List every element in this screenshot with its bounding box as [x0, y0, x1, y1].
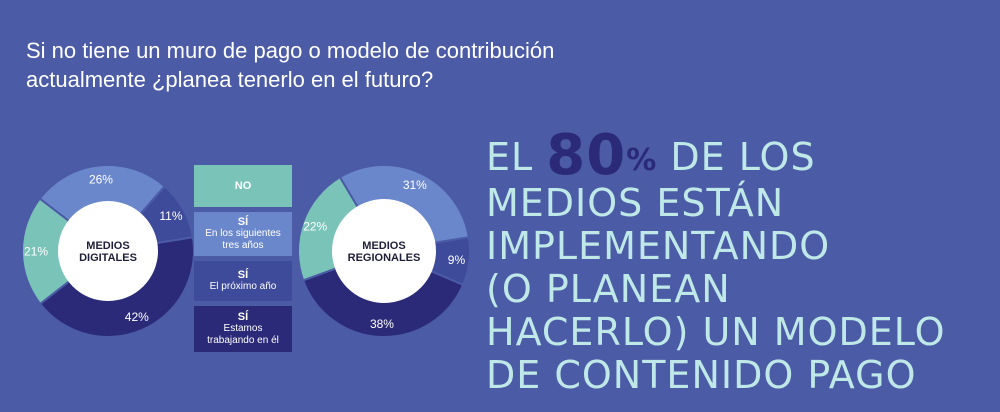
headline-pre: EL: [486, 135, 534, 179]
headline-line-1: EL 80% DE LOS: [486, 128, 996, 184]
legend-item-sub: trabajando en él: [207, 335, 279, 346]
slice-label: 38%: [370, 317, 394, 331]
legend-item-sub: Estamos: [223, 323, 263, 334]
slice-label: 9%: [448, 253, 466, 267]
donut-center-label: DIGITALES: [79, 252, 137, 264]
slice-label: 22%: [303, 220, 327, 234]
question-line-2: actualmente ¿planea tenerlo en el futuro…: [26, 67, 434, 92]
headline-line-5: HACERLO) UN MODELO: [486, 310, 946, 354]
legend-item-si-proximo-ano: SÍ El próximo año: [194, 261, 292, 301]
headline-number: 80: [546, 123, 627, 188]
slice-label: 21%: [24, 244, 48, 258]
slice-label: 31%: [403, 178, 427, 192]
slice-label: 42%: [125, 310, 149, 324]
legend-item-sub: En los siguientes: [205, 228, 281, 239]
headline-line-4: (O PLANEAN: [486, 267, 731, 311]
legend-item-head: SÍ: [237, 269, 249, 281]
headline-line-3: IMPLEMENTANDO: [486, 224, 831, 268]
legend-item-sub: tres años: [222, 240, 264, 251]
donut-center-label: MEDIOS: [362, 240, 405, 252]
headline-line-2: MEDIOS ESTÁN: [486, 181, 785, 225]
headline-percent: %: [626, 143, 658, 178]
donut-center-label: MEDIOS: [86, 240, 129, 252]
headline-highlight-number: 80%: [546, 123, 657, 188]
legend-item-no: NO: [194, 165, 292, 207]
donut-center-label: REGIONALES: [348, 252, 421, 264]
legend-item-head: SÍ: [237, 311, 249, 323]
legend-item-si-tres-anos: SÍ En los siguientes tres años: [194, 212, 292, 256]
legend-item-sub: El próximo año: [209, 281, 277, 292]
headline-line-6: DE CONTENIDO PAGO: [486, 353, 917, 397]
slice-label: 11%: [159, 209, 182, 223]
donut-center: [332, 199, 436, 303]
donut-center: [58, 201, 158, 301]
legend-item-head: NO: [234, 180, 252, 192]
headline-line1-rest: DE LOS: [670, 135, 816, 179]
legend-item-si-trabajando: SÍ Estamos trabajando en él: [194, 306, 292, 352]
headline: EL 80% DE LOS MEDIOS ESTÁN IMPLEMENTANDO…: [486, 128, 996, 397]
question-text: Si no tiene un muro de pago o modelo de …: [26, 36, 726, 94]
question-line-1: Si no tiene un muro de pago o modelo de …: [26, 38, 555, 63]
legend-item-head: SÍ: [237, 216, 249, 228]
slice-label: 26%: [89, 172, 113, 186]
